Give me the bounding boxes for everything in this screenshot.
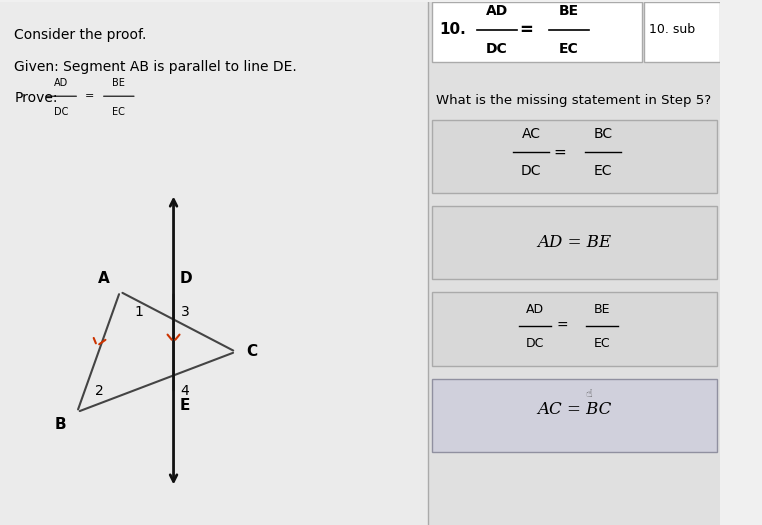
Text: AD: AD xyxy=(526,303,544,316)
Bar xyxy=(432,379,716,452)
Text: Consider the proof.: Consider the proof. xyxy=(14,28,147,42)
Text: EC: EC xyxy=(594,337,610,350)
Text: AC: AC xyxy=(522,127,540,141)
Text: 10. sub: 10. sub xyxy=(649,23,696,36)
Bar xyxy=(432,206,716,279)
Bar xyxy=(432,120,716,193)
Text: 4: 4 xyxy=(181,384,190,397)
Text: C: C xyxy=(246,344,258,359)
Bar xyxy=(644,2,720,62)
Text: 2: 2 xyxy=(95,384,104,398)
Text: BE: BE xyxy=(559,4,579,17)
Text: =: = xyxy=(556,319,568,333)
Text: ☝: ☝ xyxy=(585,389,592,400)
Text: =: = xyxy=(85,91,94,101)
Text: B: B xyxy=(55,417,66,432)
Text: =: = xyxy=(519,20,533,38)
Bar xyxy=(428,2,720,525)
Text: 3: 3 xyxy=(181,306,190,320)
Text: BE: BE xyxy=(112,78,125,88)
Text: A: A xyxy=(98,271,109,286)
Bar xyxy=(0,2,428,525)
Text: EC: EC xyxy=(559,41,579,56)
Text: What is the missing statement in Step 5?: What is the missing statement in Step 5? xyxy=(436,93,711,107)
Text: 1: 1 xyxy=(134,306,143,320)
Text: BE: BE xyxy=(594,303,610,316)
Text: DC: DC xyxy=(526,337,544,350)
Text: 10.: 10. xyxy=(439,22,466,37)
Bar xyxy=(432,292,716,365)
Text: DC: DC xyxy=(54,107,69,117)
Text: Prove:: Prove: xyxy=(14,91,58,105)
Text: =: = xyxy=(553,145,566,160)
Text: DC: DC xyxy=(486,41,507,56)
Text: EC: EC xyxy=(594,164,613,178)
Text: AD: AD xyxy=(485,4,508,17)
Text: E: E xyxy=(179,398,190,414)
Text: AD: AD xyxy=(54,78,69,88)
Text: AC = BC: AC = BC xyxy=(537,402,611,418)
Bar xyxy=(432,2,642,62)
Text: Given: Segment AB is parallel to line DE.: Given: Segment AB is parallel to line DE… xyxy=(14,60,297,74)
Text: D: D xyxy=(179,271,192,286)
Text: EC: EC xyxy=(112,107,125,117)
Text: BC: BC xyxy=(594,127,613,141)
Text: DC: DC xyxy=(521,164,541,178)
Text: AD = BE: AD = BE xyxy=(537,234,611,251)
